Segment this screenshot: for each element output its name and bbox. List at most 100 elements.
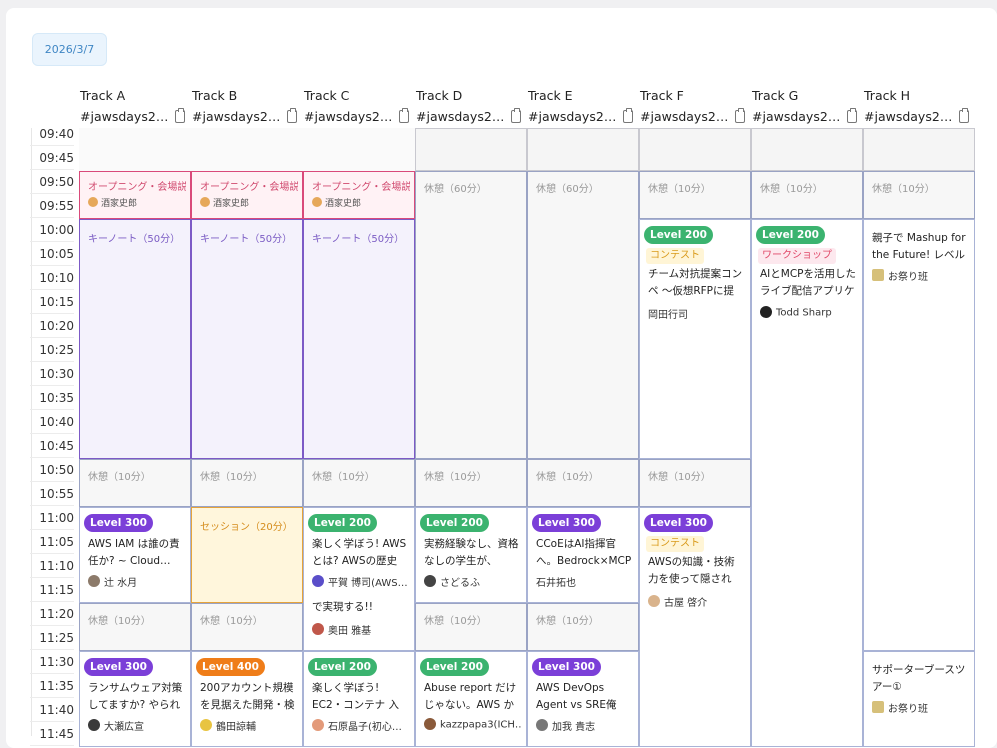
track-hashtag: #jawsdays2026_b xyxy=(192,109,284,124)
avatar xyxy=(648,594,660,607)
date-tab[interactable]: 2026/3/7 xyxy=(32,33,107,66)
talk-a3[interactable]: Level 300 ランサムウェア対策してますか? やられた… 大瀬広宣 xyxy=(79,651,191,747)
copy-icon[interactable] xyxy=(959,108,969,123)
break-a-2: 休憩（10分） xyxy=(79,603,191,651)
speaker: 石原晶子(初心… xyxy=(312,718,410,734)
break-b-2: 休憩（10分） xyxy=(191,603,303,651)
session-keynote-c[interactable]: キーノート（50分） xyxy=(303,219,415,459)
level-badge: Level 300 xyxy=(84,514,153,532)
time-label: 10:25 xyxy=(30,338,74,362)
talk-f1[interactable]: Level 200 コンテスト チーム対抗提案コンペ 〜仮想RFPに提案… 岡田… xyxy=(639,219,751,459)
break-g-1: 休憩（10分） xyxy=(751,171,863,219)
talk-title: 親子で Mashup for the Future! レベル xyxy=(872,232,966,261)
timeline-axis xyxy=(31,128,32,736)
speaker: 古屋 啓介 xyxy=(648,594,746,610)
break-f-1: 休憩（10分） xyxy=(639,171,751,219)
track-header-g: Track G #jawsdays2026_g xyxy=(751,86,863,130)
time-label: 11:45 xyxy=(30,722,74,746)
session-title: キーノート（50分） xyxy=(88,234,181,245)
speaker-2: 奥田 雅基 xyxy=(312,622,410,638)
avatar xyxy=(536,718,548,731)
time-label: 10:15 xyxy=(30,290,74,314)
level-badge: Level 200 xyxy=(420,658,489,676)
track-header-b: Track B #jawsdays2026_b xyxy=(191,86,303,130)
avatar xyxy=(200,197,210,207)
talk-h3[interactable]: サポーターブースツアー① お祭り班 xyxy=(863,651,975,747)
talk-b3[interactable]: Level 400 200アカウント規模を見据えた開発・検証… 鶴田諒輔 xyxy=(191,651,303,747)
session-opening-a[interactable]: オープニング・会場説明 酒家史郎 xyxy=(79,171,191,219)
talk-c2[interactable]: Level 200 楽しく学ぼう! AWSとは? AWSの歴史 入門 平賀 博司… xyxy=(303,507,415,651)
talk-e2[interactable]: Level 300 CCoEはAI指揮官へ。Bedrock×MCPで… 石井拓也 xyxy=(527,507,639,603)
talk-e3[interactable]: Level 300 AWS DevOps Agent vs SRE俺 加我 貴志 xyxy=(527,651,639,747)
track-hashtag: #jawsdays2026_e xyxy=(528,109,620,124)
avatar xyxy=(760,306,772,318)
copy-icon[interactable] xyxy=(511,108,521,123)
copy-icon[interactable] xyxy=(399,108,409,123)
time-label: 10:45 xyxy=(30,434,74,458)
talk-title: AWSの知識・技術力を使って隠された… xyxy=(648,556,735,585)
talk-d3[interactable]: Level 200 Abuse report だけじゃない。AWS から… ka… xyxy=(415,651,527,747)
talk-title: 200アカウント規模を見据えた開発・検証… xyxy=(200,682,295,711)
level-badge: Level 300 xyxy=(532,514,601,532)
break-a-1: 休憩（10分） xyxy=(79,459,191,507)
session-keynote-a[interactable]: キーノート（50分） xyxy=(79,219,191,459)
track-header-e: Track E #jawsdays2026_e xyxy=(527,86,639,130)
session-title: オープニング・会場説明 xyxy=(88,182,186,193)
session-keynote-b[interactable]: キーノート（50分） xyxy=(191,219,303,459)
copy-icon[interactable] xyxy=(175,108,185,123)
time-label: 11:05 xyxy=(30,530,74,554)
avatar xyxy=(88,197,98,207)
speaker: 岡田行司 xyxy=(648,310,688,321)
track-hashtag: #jawsdays2026_f xyxy=(640,109,732,124)
avatar xyxy=(424,718,436,730)
copy-icon[interactable] xyxy=(735,108,745,123)
level-badge: Level 200 xyxy=(308,514,377,532)
level-badge: Level 300 xyxy=(84,658,153,676)
time-label: 10:30 xyxy=(30,362,74,386)
talk-g1[interactable]: Level 200 ワークショップ AIとMCPを活用したライブ配信アプリケーシ… xyxy=(751,219,863,747)
time-label: 09:50 xyxy=(30,170,74,194)
track-hashtag: #jawsdays2026_c xyxy=(304,109,396,124)
copy-icon[interactable] xyxy=(287,108,297,123)
talk-title: AWS IAM は誰の責任か? ~ Cloud… xyxy=(88,538,180,567)
track-name: Track C xyxy=(304,88,350,103)
copy-icon[interactable] xyxy=(847,108,857,123)
talk-c3[interactable]: Level 200 楽しく学ぼう! EC2・コンテナ 入門 石原晶子(初心… xyxy=(303,651,415,747)
session-opening-c[interactable]: オープニング・会場説明 酒家史郎 xyxy=(303,171,415,219)
track-header-a: Track A #jawsdays2026_a xyxy=(79,86,191,130)
break-e-2: 休憩（10分） xyxy=(527,603,639,651)
speaker: 鶴田諒輔 xyxy=(200,718,298,734)
avatar xyxy=(424,574,436,587)
talk-a2[interactable]: Level 300 AWS IAM は誰の責任か? ~ Cloud… 辻 水月 xyxy=(79,507,191,603)
time-label: 09:55 xyxy=(30,194,74,218)
track-name: Track G xyxy=(752,88,799,103)
talk-h1[interactable]: 親子で Mashup for the Future! レベル お祭り班 xyxy=(863,219,975,651)
break-c-1: 休憩（10分） xyxy=(303,459,415,507)
time-label: 11:35 xyxy=(30,674,74,698)
category-tag: コンテスト xyxy=(646,536,704,552)
session-opening-b[interactable]: オープニング・会場説明 酒家史郎 xyxy=(191,171,303,219)
time-label: 10:05 xyxy=(30,242,74,266)
track-hashtag: #jawsdays2026_h xyxy=(864,109,956,124)
talk-title: 楽しく学ぼう! AWSとは? AWSの歴史 入門 xyxy=(312,538,407,567)
speaker: 酒家史郎 xyxy=(312,196,361,209)
talk-title: ランサムウェア対策してますか? やられた… xyxy=(88,682,183,711)
talk-title: 楽しく学ぼう! EC2・コンテナ 入門 xyxy=(312,682,399,711)
talk-f2[interactable]: Level 300 コンテスト AWSの知識・技術力を使って隠された… 古屋 啓… xyxy=(639,507,751,747)
track-name: Track F xyxy=(640,88,684,103)
break-d-60: 休憩（60分） xyxy=(415,171,527,459)
session-title: キーノート（50分） xyxy=(312,234,405,245)
talk-title: CCoEはAI指揮官へ。Bedrock×MCPで… xyxy=(536,538,632,567)
time-label: 09:45 xyxy=(30,146,74,170)
talk-d2[interactable]: Level 200 実務経験なし、資格なしの学生が、AWSと… さどるふ xyxy=(415,507,527,603)
track-hashtag: #jawsdays2026_d xyxy=(416,109,508,124)
slot-empty-h xyxy=(863,128,975,171)
track-header-c: Track C #jawsdays2026_c xyxy=(303,86,415,130)
speaker: 加我 貴志 xyxy=(536,718,634,734)
speaker: kazzpapa3(ICH… xyxy=(424,718,522,734)
time-label: 11:00 xyxy=(30,506,74,530)
session-20min-b[interactable]: セッション（20分） xyxy=(191,507,303,603)
copy-icon[interactable] xyxy=(623,108,633,123)
level-badge: Level 300 xyxy=(532,658,601,676)
speaker: 酒家史郎 xyxy=(200,196,249,209)
